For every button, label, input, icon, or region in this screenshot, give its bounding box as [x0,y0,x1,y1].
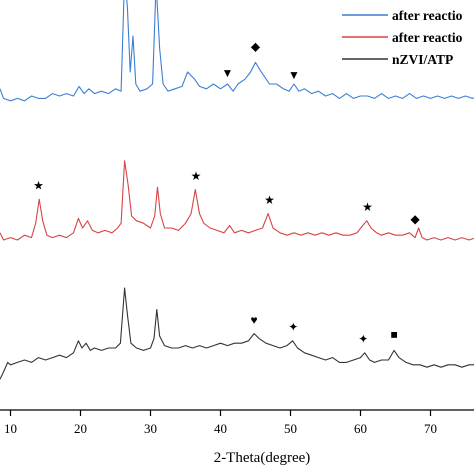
series-line-3 [0,287,474,380]
legend-label-2: after reactio [392,30,463,45]
legend-label-1: after reactio [392,8,463,23]
peak-marker-diamond: ◆ [410,212,420,226]
x-tick-label-40: 40 [214,421,227,436]
peak-marker-heart: ♥ [251,313,258,327]
series-line-1 [0,0,474,102]
x-tick-label-30: 30 [144,421,157,436]
x-axis-ticks: 10 20 30 40 50 60 70 [4,410,437,436]
x-tick-label-50: 50 [284,421,297,436]
peak-marker-triangle-down: ▼ [222,66,234,80]
x-axis-title: 2-Theta(degree) [214,450,311,466]
peak-marker-star: ★ [264,193,275,207]
peak-marker-triangle-down: ▼ [288,68,300,82]
peak-marker-star: ★ [33,179,44,193]
peak-marker-star: ★ [362,200,373,214]
series-layer [0,0,474,380]
peak-marker-star: ★ [191,169,202,183]
peak-marker-diamond: ◆ [251,39,261,53]
legend: after reactio after reactio nZVI/ATP [342,8,463,67]
peak-marker-cross: ✦ [358,332,368,346]
peak-marker-square: ■ [390,327,397,341]
series-line-2 [0,160,474,241]
x-tick-label-70: 70 [424,421,437,436]
peak-marker-layer: ▼ ◆ ▼ ★ ★ ★ ★ ◆ ♥ ✦ ✦ ■ [33,39,420,346]
legend-label-3: nZVI/ATP [392,52,453,67]
x-tick-label-10: 10 [4,421,17,436]
peak-marker-cross: ✦ [288,320,298,334]
x-tick-label-20: 20 [74,421,87,436]
x-tick-label-60: 60 [354,421,367,436]
